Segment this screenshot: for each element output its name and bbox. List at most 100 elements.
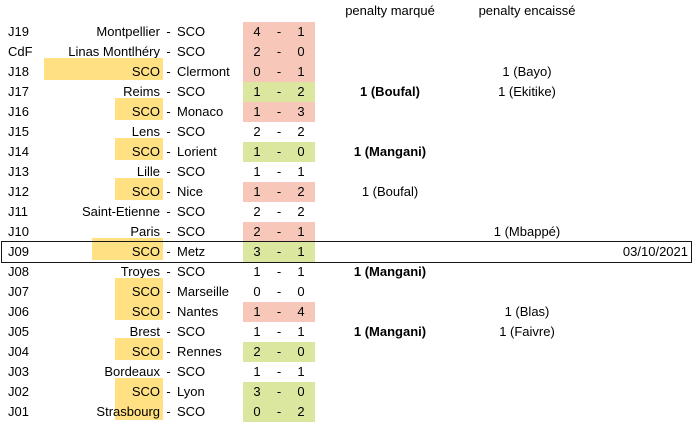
home-team-cell[interactable]: SCO <box>131 64 160 79</box>
home-team-cell[interactable]: SCO <box>131 304 160 319</box>
matchday-cell[interactable]: CdF <box>8 44 33 59</box>
away-team-cell[interactable]: Lyon <box>177 384 205 399</box>
away-score-cell[interactable]: 2 <box>297 404 305 419</box>
matchday-cell[interactable]: J08 <box>8 264 29 279</box>
matchday-cell[interactable]: J11 <box>8 204 28 219</box>
penalty-scored-cell[interactable]: 1 (Mangani) <box>353 144 427 159</box>
away-team-cell[interactable]: SCO <box>177 44 206 59</box>
away-score-cell[interactable]: 1 <box>297 264 305 279</box>
away-score-cell[interactable]: 1 <box>297 244 305 259</box>
matchday-cell[interactable]: J12 <box>8 184 29 199</box>
matchday-cell[interactable]: J10 <box>8 224 29 239</box>
home-score-cell[interactable]: 1 <box>253 164 261 179</box>
home-team-cell[interactable]: Reims <box>123 84 160 99</box>
home-team-cell[interactable]: SCO <box>131 284 160 299</box>
away-score-cell[interactable]: 1 <box>297 224 305 239</box>
home-score-cell[interactable]: 3 <box>253 384 261 399</box>
away-score-cell[interactable]: 1 <box>297 24 305 39</box>
home-score-cell[interactable]: 4 <box>253 24 261 39</box>
home-score-cell[interactable]: 1 <box>253 184 261 199</box>
matchday-cell[interactable]: J18 <box>8 64 29 79</box>
matchday-cell[interactable]: J17 <box>8 84 29 99</box>
home-team-cell[interactable]: Lille <box>136 164 160 179</box>
home-score-cell[interactable]: 2 <box>253 124 261 139</box>
penalty-conceded-cell[interactable]: 1 (Bayo) <box>502 64 552 79</box>
penalty-conceded-header[interactable]: penalty encaissé <box>478 3 576 18</box>
home-team-cell[interactable]: SCO <box>131 104 160 119</box>
penalty-conceded-cell[interactable]: 1 (Blas) <box>504 304 550 319</box>
away-score-cell[interactable]: 0 <box>297 44 305 59</box>
home-team-cell[interactable]: SCO <box>131 384 160 399</box>
matchday-cell[interactable]: J14 <box>8 144 29 159</box>
away-team-cell[interactable]: Metz <box>177 244 206 259</box>
away-score-cell[interactable]: 0 <box>297 384 305 399</box>
match-date-cell[interactable]: 03/10/2021 <box>622 244 688 259</box>
penalty-scored-cell[interactable]: 1 (Boufal) <box>360 84 420 99</box>
matchday-cell[interactable]: J02 <box>8 384 29 399</box>
home-team-cell[interactable]: SCO <box>131 344 160 359</box>
away-score-cell[interactable]: 0 <box>297 284 305 299</box>
home-team-cell[interactable]: Strasbourg <box>96 404 160 419</box>
away-score-cell[interactable]: 2 <box>297 84 305 99</box>
away-team-cell[interactable]: SCO <box>177 324 206 339</box>
matchday-cell[interactable]: J13 <box>8 164 29 179</box>
home-team-cell[interactable]: Bordeaux <box>104 364 160 379</box>
home-team-cell[interactable]: Paris <box>130 224 160 239</box>
matchday-cell[interactable]: J15 <box>8 124 29 139</box>
away-team-cell[interactable]: SCO <box>177 204 206 219</box>
away-team-cell[interactable]: SCO <box>177 264 206 279</box>
matchday-cell[interactable]: J03 <box>8 364 29 379</box>
home-score-cell[interactable]: 0 <box>253 284 261 299</box>
away-score-cell[interactable]: 1 <box>297 64 305 79</box>
away-score-cell[interactable]: 2 <box>297 124 305 139</box>
away-team-cell[interactable]: Lorient <box>177 144 217 159</box>
home-score-cell[interactable]: 2 <box>253 204 261 219</box>
away-team-cell[interactable]: SCO <box>177 24 206 39</box>
matchday-cell[interactable]: J04 <box>8 344 29 359</box>
away-score-cell[interactable]: 1 <box>297 164 305 179</box>
home-team-cell[interactable]: SCO <box>131 184 160 199</box>
home-team-cell[interactable]: Saint-Etienne <box>81 204 160 219</box>
home-team-cell[interactable]: Brest <box>129 324 160 339</box>
matchday-cell[interactable]: J07 <box>8 284 29 299</box>
penalty-conceded-cell[interactable]: 1 (Faivre) <box>499 324 555 339</box>
home-score-cell[interactable]: 2 <box>253 344 261 359</box>
home-team-cell[interactable]: Montpellier <box>96 24 160 39</box>
home-score-cell[interactable]: 1 <box>253 104 261 119</box>
penalty-conceded-cell[interactable]: 1 (Mbappé) <box>493 224 561 239</box>
home-score-cell[interactable]: 1 <box>253 264 261 279</box>
home-team-cell[interactable]: Troyes <box>120 264 160 279</box>
home-team-cell[interactable]: SCO <box>131 144 160 159</box>
away-score-cell[interactable]: 1 <box>297 364 305 379</box>
away-team-cell[interactable]: SCO <box>177 164 206 179</box>
matchday-cell[interactable]: J05 <box>8 324 29 339</box>
away-score-cell[interactable]: 4 <box>297 304 305 319</box>
away-score-cell[interactable]: 0 <box>297 344 305 359</box>
home-team-cell[interactable]: Lens <box>131 124 160 139</box>
home-score-cell[interactable]: 1 <box>253 304 261 319</box>
home-team-cell[interactable]: Linas Montlhéry <box>68 44 160 59</box>
matchday-cell[interactable]: J06 <box>8 304 29 319</box>
home-team-cell[interactable]: SCO <box>131 244 160 259</box>
penalty-conceded-cell[interactable]: 1 (Ekitike) <box>498 84 556 99</box>
penalty-scored-cell[interactable]: 1 (Mangani) <box>353 324 427 339</box>
away-score-cell[interactable]: 2 <box>297 204 305 219</box>
matchday-cell[interactable]: J19 <box>8 24 29 39</box>
home-score-cell[interactable]: 2 <box>253 44 261 59</box>
away-score-cell[interactable]: 0 <box>297 144 305 159</box>
penalty-scored-cell[interactable]: 1 (Mangani) <box>353 264 427 279</box>
penalty-scored-cell[interactable]: 1 (Boufal) <box>361 184 419 199</box>
home-score-cell[interactable]: 3 <box>253 244 261 259</box>
away-team-cell[interactable]: Nice <box>177 184 204 199</box>
away-team-cell[interactable]: Nantes <box>177 304 219 319</box>
away-team-cell[interactable]: Rennes <box>177 344 222 359</box>
away-team-cell[interactable]: SCO <box>177 364 206 379</box>
away-score-cell[interactable]: 3 <box>297 104 305 119</box>
home-score-cell[interactable]: 2 <box>253 224 261 239</box>
away-team-cell[interactable]: Marseille <box>177 284 230 299</box>
away-score-cell[interactable]: 1 <box>297 324 305 339</box>
away-team-cell[interactable]: Clermont <box>177 64 230 79</box>
away-team-cell[interactable]: SCO <box>177 84 206 99</box>
home-score-cell[interactable]: 1 <box>253 144 261 159</box>
home-score-cell[interactable]: 0 <box>253 64 261 79</box>
